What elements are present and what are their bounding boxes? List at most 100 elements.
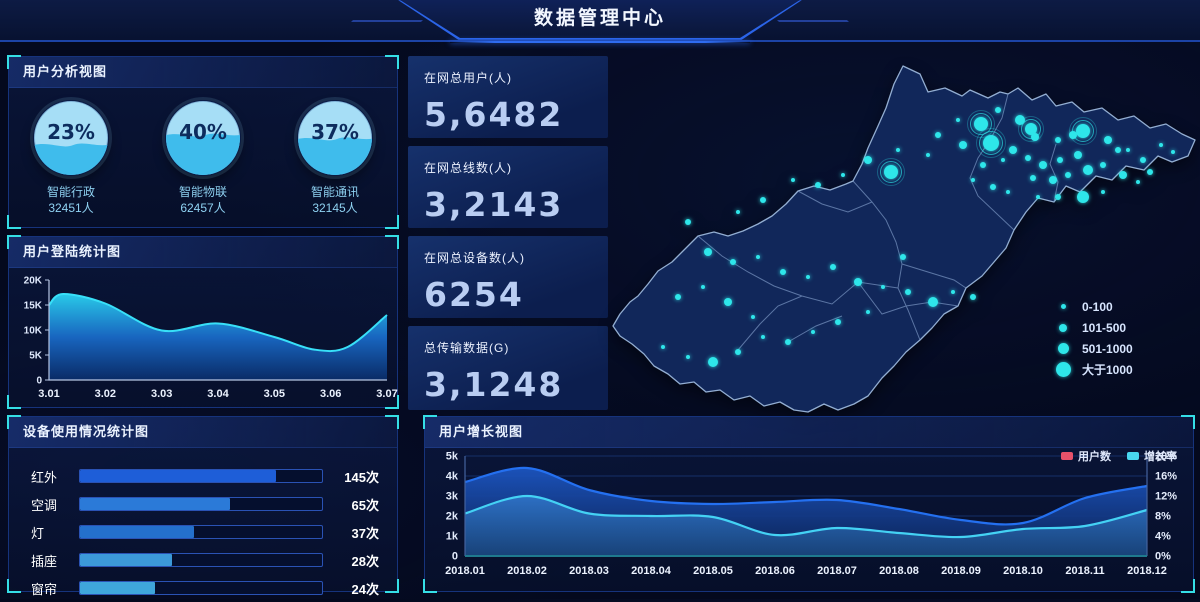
svg-text:3.04: 3.04 [207,388,229,400]
panel-title-device-usage: 设备使用情况统计图 [9,417,397,448]
device-label: 插座 [31,553,58,569]
device-bar-fill [80,498,231,510]
svg-text:2018.11: 2018.11 [1065,565,1104,577]
stat-card-total-data: 总传输数据(G) 3,1248 [408,326,608,410]
panel-title-user-analysis: 用户分析视图 [9,57,397,88]
svg-text:2018.08: 2018.08 [879,565,919,577]
header-wing-right [777,20,849,22]
svg-text:5k: 5k [446,451,459,463]
svg-text:0%: 0% [1155,551,1171,563]
device-bar-track [79,469,323,483]
svg-text:2018.03: 2018.03 [569,565,609,577]
map-svg [612,65,1196,413]
page-title: 数据管理中心 [533,8,666,29]
gauge-智能通讯: 37% 智能通讯 32145人 [286,100,384,216]
device-label: 空调 [31,497,58,513]
gauge-智能物联: 40% 智能物联 62457人 [154,100,252,216]
svg-text:2018.04: 2018.04 [631,565,672,577]
svg-text:3.01: 3.01 [38,388,59,400]
liquid-gauge: 37% [297,100,373,176]
header-wing-left [351,20,423,22]
stat-card-total-lines: 在网总线数(人) 3,2143 [408,146,608,228]
liquid-gauge: 23% [33,100,109,176]
svg-text:3.02: 3.02 [95,388,116,400]
gauge-label: 智能物联 [178,185,227,199]
gauge-count: 62457人 [180,201,226,216]
growth-chart-legend: 用户数 增长率 [1061,448,1177,464]
device-bar-chart: 红外 145次 空调 65次灯 37次 插座 28次 窗帘 24次 [9,448,397,602]
header-underline [450,41,750,43]
svg-text:2018.09: 2018.09 [941,565,981,577]
svg-text:3.06: 3.06 [320,388,341,400]
legend-label: 增长率 [1144,451,1177,463]
legend-swatch [1061,452,1073,460]
svg-text:1k: 1k [446,531,459,543]
legend-label: 用户数 [1078,451,1111,463]
legend-item-增长率[interactable]: 增长率 [1127,448,1177,464]
legend-swatch [1127,452,1139,460]
stat-label: 在网总设备数(人) [424,251,525,265]
device-bar-fill [80,470,277,482]
svg-text:2018.02: 2018.02 [507,565,547,577]
panel-title-user-growth: 用户增长视图 [425,417,1193,448]
map-legend-label: 501-1000 [1082,341,1133,356]
gauge-智能行政: 23% 智能行政 32451人 [22,100,120,216]
device-usage-row: 空调 65次 [31,490,379,518]
map-legend-label: 大于1000 [1082,363,1133,377]
device-value: 145次 [344,469,379,485]
svg-text:2018.05: 2018.05 [693,565,733,577]
province-bubble-map: 0-100 101-500 501-1000 大于1000 [610,44,1198,416]
stat-label: 在网总用户(人) [424,71,512,85]
gauge-count: 32451人 [48,201,94,216]
svg-text:8%: 8% [1155,511,1171,523]
device-usage-row: 红外 145次 [31,462,379,490]
svg-text:15K: 15K [24,301,43,312]
panel-corner-bl [7,215,21,229]
stat-value: 3,1248 [424,365,564,404]
stat-card-total-devices: 在网总设备数(人) 6254 [408,236,608,318]
map-legend-row: 0-100 [1054,296,1133,317]
panel-user-growth: 用户增长视图 用户数 增长率 0 1k 2k 3k 4k 5k 0% 4% 8% 12% 16% 20%… [423,415,1195,593]
stat-value: 6254 [424,275,524,314]
device-usage-row: 插座 28次 [31,546,379,574]
map-legend-dot-icon [1054,343,1072,354]
svg-text:3.05: 3.05 [264,388,285,400]
liquid-gauge: 40% [165,100,241,176]
map-inner-borders [697,93,1059,351]
svg-text:20%: 20% [1155,451,1177,463]
device-bar-track [79,553,323,567]
gauge-percent: 23% [47,120,95,144]
stat-label: 在网总线数(人) [424,161,512,175]
svg-text:2018.10: 2018.10 [1003,565,1043,577]
map-legend-row: 101-500 [1054,317,1133,338]
map-legend-dot-icon [1054,362,1072,377]
svg-text:3.07: 3.07 [376,388,397,400]
device-label: 窗帘 [31,581,58,597]
svg-text:2k: 2k [446,511,459,523]
stat-card-total-users: 在网总用户(人) 5,6482 [408,56,608,138]
svg-text:4k: 4k [446,471,459,483]
device-bar-track [79,525,323,539]
svg-text:5K: 5K [29,351,43,362]
svg-text:3k: 3k [446,491,459,503]
legend-item-用户数[interactable]: 用户数 [1061,448,1111,464]
device-value: 65次 [351,497,379,513]
svg-text:2018.07: 2018.07 [817,565,857,577]
gauge-label: 智能行政 [46,185,95,199]
device-bar-fill [80,554,172,566]
map-legend-label: 0-100 [1082,299,1113,314]
device-bar-fill [80,582,156,594]
device-label: 灯 [31,525,45,541]
svg-text:12%: 12% [1155,491,1177,503]
stat-value: 3,2143 [424,185,564,224]
login-area-chart: 0 5K 10K 15K 20K 3.01 3.02 3.03 3.04 3.05 3.06 3.07 [24,276,398,401]
device-bar-fill [80,526,194,538]
stat-value: 5,6482 [424,95,564,134]
svg-text:2018.06: 2018.06 [755,565,795,577]
map-legend-dot-icon [1054,304,1072,309]
svg-text:4%: 4% [1155,531,1171,543]
svg-text:20K: 20K [24,276,43,287]
device-label: 红外 [31,469,58,485]
panel-title-login-stats: 用户登陆统计图 [9,237,397,268]
svg-text:16%: 16% [1155,471,1177,483]
